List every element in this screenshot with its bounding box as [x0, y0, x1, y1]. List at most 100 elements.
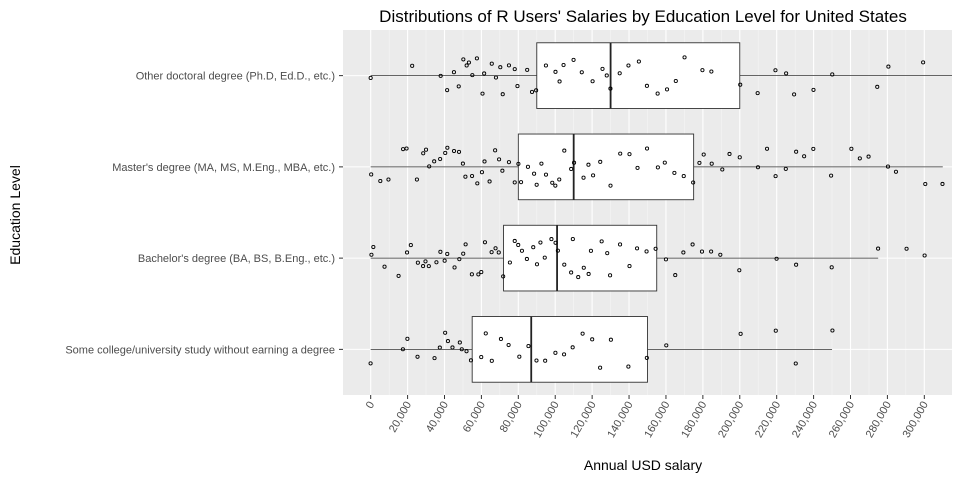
- data-point: [598, 159, 603, 164]
- data-point: [463, 174, 468, 179]
- data-point: [539, 161, 544, 166]
- data-point: [598, 365, 603, 370]
- data-point: [542, 255, 547, 260]
- data-point: [561, 62, 566, 68]
- data-point: [415, 354, 420, 359]
- data-point: [534, 262, 540, 267]
- data-point: [489, 250, 494, 255]
- data-point: [553, 350, 558, 355]
- data-point: [773, 174, 778, 179]
- data-point: [635, 165, 640, 170]
- data-point: [464, 349, 469, 354]
- data-point: [461, 251, 466, 256]
- data-point: [369, 172, 374, 177]
- data-point: [501, 274, 506, 279]
- data-point: [464, 63, 469, 68]
- data-point: [682, 55, 687, 60]
- data-point: [534, 358, 539, 363]
- data-point: [709, 69, 714, 74]
- y-tick-label: Master's degree (MA, MS, M.Eng., MBA, et…: [112, 162, 335, 174]
- data-point: [482, 240, 488, 245]
- x-axis-title: Annual USD salary: [584, 457, 702, 473]
- data-point: [673, 273, 678, 278]
- data-point: [618, 151, 623, 156]
- x-tick-label: 240,000: [790, 400, 820, 440]
- data-point: [538, 240, 543, 245]
- chart-title: Distributions of R Users' Salaries by Ed…: [379, 7, 907, 26]
- data-point: [866, 154, 871, 159]
- data-point: [664, 343, 669, 348]
- data-point: [451, 70, 457, 75]
- data-point: [553, 240, 558, 245]
- data-point: [737, 268, 742, 273]
- data-point: [463, 242, 468, 247]
- data-point: [605, 251, 610, 256]
- data-point: [783, 166, 788, 171]
- data-point: [427, 164, 432, 169]
- data-point: [469, 272, 474, 277]
- data-point: [581, 265, 586, 270]
- data-point: [627, 264, 632, 269]
- data-point: [493, 148, 498, 153]
- data-point: [773, 68, 778, 73]
- data-point: [737, 155, 742, 160]
- data-point: [608, 183, 613, 188]
- data-point: [371, 244, 376, 250]
- data-point: [410, 63, 415, 68]
- data-point: [423, 147, 429, 152]
- data-point: [608, 273, 613, 278]
- data-point: [904, 246, 909, 251]
- data-point: [438, 157, 443, 162]
- data-point: [580, 331, 585, 336]
- x-tick-label: 260,000: [827, 400, 857, 440]
- data-point: [506, 342, 511, 348]
- data-point: [457, 340, 462, 345]
- data-point: [571, 57, 576, 62]
- data-point: [534, 88, 539, 93]
- data-point: [553, 69, 558, 74]
- data-point: [512, 67, 517, 72]
- data-point: [644, 146, 650, 151]
- data-point: [519, 248, 525, 253]
- data-point: [576, 275, 581, 280]
- data-point: [460, 161, 465, 166]
- data-point: [456, 84, 461, 89]
- data-point: [886, 64, 891, 69]
- data-point: [475, 181, 480, 186]
- data-point: [591, 173, 596, 178]
- data-point: [442, 258, 447, 263]
- data-point: [482, 71, 487, 76]
- data-point: [923, 181, 928, 187]
- data-point: [500, 92, 505, 97]
- data-point: [437, 345, 442, 350]
- data-point: [489, 61, 494, 66]
- box-iqr: [503, 224, 658, 292]
- data-point: [699, 249, 705, 254]
- data-point: [415, 260, 420, 265]
- data-point: [830, 328, 835, 333]
- data-point: [378, 178, 383, 184]
- data-point: [738, 82, 743, 87]
- data-point: [773, 328, 778, 333]
- data-point: [562, 352, 567, 357]
- data-point: [470, 73, 475, 78]
- data-point: [482, 159, 487, 164]
- data-point: [774, 256, 779, 261]
- data-point: [543, 63, 548, 68]
- data-point: [718, 252, 723, 257]
- data-point: [940, 181, 945, 187]
- data-point: [727, 151, 732, 157]
- x-tick-label: 140,000: [605, 400, 635, 440]
- data-point: [445, 251, 450, 256]
- data-point: [396, 273, 401, 278]
- data-point: [445, 339, 450, 344]
- data-point: [857, 156, 862, 161]
- data-point: [586, 162, 591, 167]
- data-point: [755, 165, 761, 170]
- data-point: [701, 152, 706, 157]
- x-tick-label: 40,000: [424, 400, 451, 435]
- data-point: [497, 157, 502, 162]
- data-point: [672, 170, 677, 175]
- data-point: [519, 180, 524, 185]
- data-point: [720, 167, 725, 172]
